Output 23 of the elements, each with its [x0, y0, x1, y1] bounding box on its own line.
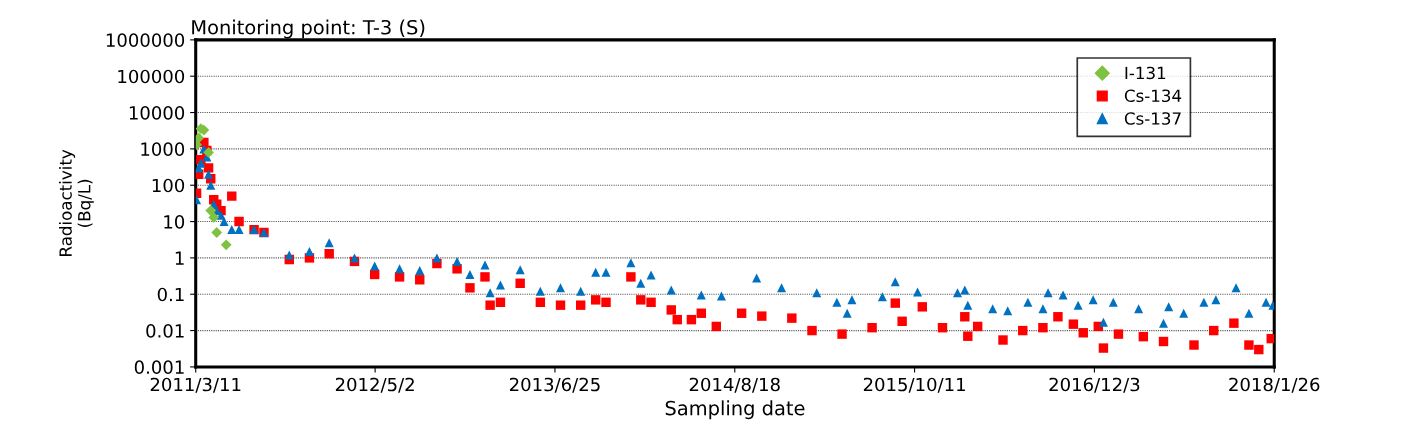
- y-tick-label: 10: [164, 215, 185, 229]
- y-tick-label: 0.1: [157, 287, 184, 302]
- y-tick-label: 1: [175, 251, 184, 265]
- y-tick-label: 0.01: [146, 324, 184, 338]
- x-tick-label: 2011/3/11: [150, 377, 241, 393]
- y-axis-title: Radioactivity (Bq/L): [58, 149, 94, 256]
- x-tick-label: 2016/12/3: [1049, 377, 1140, 393]
- y-tick-label: 10000: [129, 106, 185, 120]
- x-tick-label: 2012/5/2: [335, 377, 414, 393]
- x-tick-label: 2015/10/11: [863, 377, 965, 393]
- y-tick-label: 100: [152, 178, 185, 193]
- x-tick-label: 2013/6/25: [509, 377, 600, 393]
- y-tick-label: 100000: [118, 69, 185, 84]
- legend-label: Cs-134: [1124, 89, 1182, 103]
- legend-label: I-131: [1125, 66, 1166, 80]
- y-tick-label: 1000000: [106, 33, 185, 47]
- legend-label: Cs-137: [1124, 112, 1181, 125]
- x-axis-title: Sampling date: [665, 400, 805, 420]
- x-tick-label: 2014/8/18: [689, 377, 780, 393]
- chart-title: Monitoring point: T-3 (S): [192, 19, 425, 39]
- y-tick-label: 0.001: [134, 360, 184, 375]
- y-tick-label: 1000: [141, 142, 185, 156]
- x-tick-label: 2018/1/26: [1229, 377, 1320, 393]
